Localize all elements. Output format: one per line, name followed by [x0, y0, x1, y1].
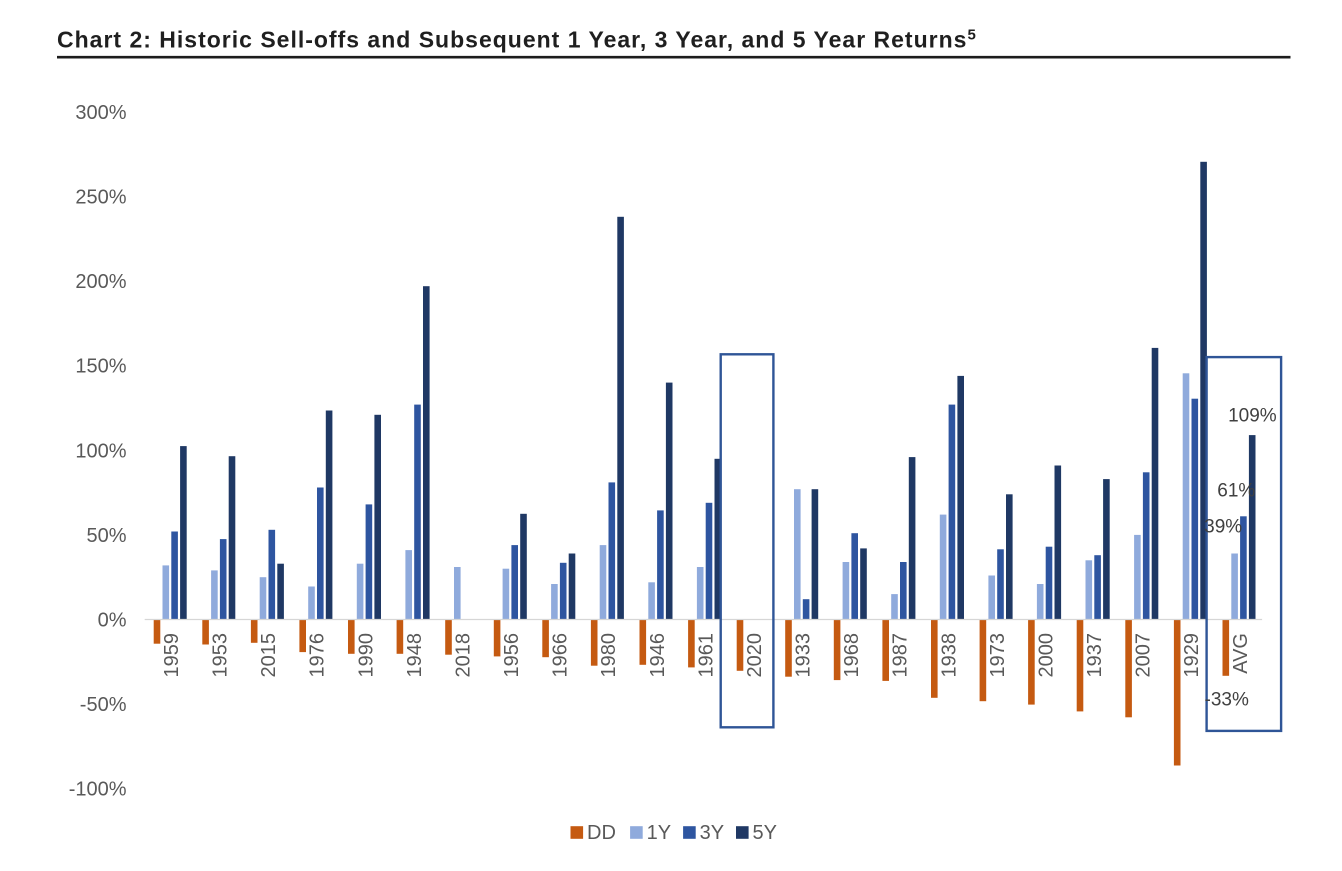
svg-text:-33%: -33%	[1205, 690, 1249, 711]
svg-text:1956: 1956	[501, 633, 523, 678]
svg-text:2018: 2018	[453, 633, 475, 678]
svg-text:Chart 2: Historic Sell-offs an: Chart 2: Historic Sell-offs and Subseque…	[57, 26, 976, 53]
svg-text:1Y: 1Y	[647, 822, 671, 844]
svg-text:1948: 1948	[404, 633, 426, 678]
svg-text:-100%: -100%	[69, 779, 127, 801]
svg-text:150%: 150%	[75, 356, 126, 378]
svg-text:250%: 250%	[75, 187, 126, 209]
svg-text:39%: 39%	[1204, 517, 1242, 538]
svg-text:1973: 1973	[987, 633, 1009, 678]
svg-text:1976: 1976	[307, 633, 329, 678]
svg-text:61%: 61%	[1217, 481, 1255, 502]
svg-text:109%: 109%	[1228, 406, 1277, 427]
svg-text:50%: 50%	[86, 525, 126, 547]
svg-text:1938: 1938	[938, 633, 960, 678]
svg-text:2015: 2015	[258, 633, 280, 678]
svg-text:100%: 100%	[75, 440, 126, 462]
svg-text:1961: 1961	[695, 633, 717, 678]
svg-text:1959: 1959	[161, 633, 183, 678]
svg-text:1966: 1966	[550, 633, 572, 678]
svg-text:2020: 2020	[744, 633, 766, 678]
svg-text:2000: 2000	[1035, 633, 1057, 678]
svg-text:AVG: AVG	[1230, 633, 1252, 674]
svg-text:3Y: 3Y	[700, 822, 724, 844]
svg-text:0%: 0%	[98, 610, 127, 632]
svg-text:1937: 1937	[1084, 633, 1106, 678]
svg-text:1946: 1946	[647, 633, 669, 678]
svg-text:200%: 200%	[75, 271, 126, 293]
svg-text:-50%: -50%	[80, 694, 127, 716]
svg-text:1990: 1990	[355, 633, 377, 678]
svg-text:5Y: 5Y	[753, 822, 777, 844]
svg-text:DD: DD	[587, 822, 616, 844]
svg-text:2007: 2007	[1133, 633, 1155, 678]
svg-text:1987: 1987	[890, 633, 912, 678]
svg-text:1953: 1953	[210, 633, 232, 678]
svg-text:1933: 1933	[793, 633, 815, 678]
svg-text:300%: 300%	[75, 102, 126, 124]
svg-text:1968: 1968	[841, 633, 863, 678]
svg-text:1980: 1980	[598, 633, 620, 678]
svg-text:1929: 1929	[1181, 633, 1203, 678]
